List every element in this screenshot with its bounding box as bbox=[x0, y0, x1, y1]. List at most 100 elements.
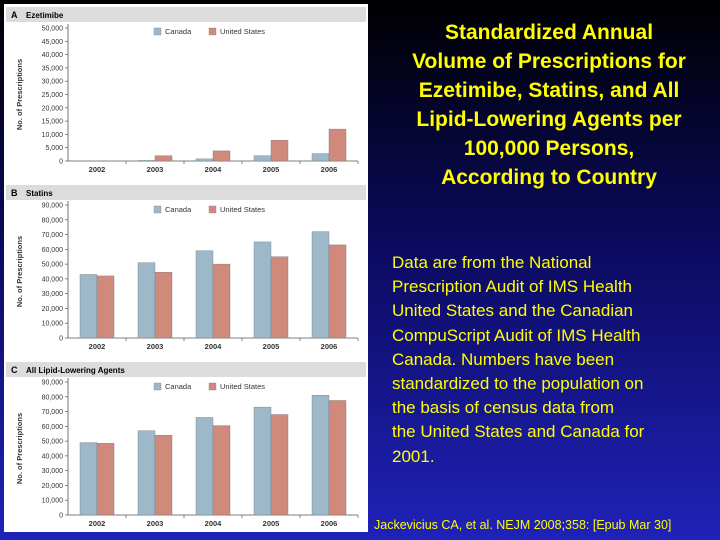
y-tick-label: 10,000 bbox=[42, 132, 64, 139]
y-tick-label: 60,000 bbox=[42, 247, 64, 254]
panel-header bbox=[6, 185, 366, 200]
x-tick-label: 2004 bbox=[205, 519, 223, 528]
legend-swatch-united-states bbox=[208, 382, 217, 391]
x-tick-label: 2002 bbox=[89, 342, 106, 351]
x-tick-label: 2006 bbox=[321, 165, 338, 174]
bar-united-states-2003 bbox=[154, 435, 173, 516]
panel-letter: C bbox=[11, 365, 18, 375]
y-axis-label: No. of Prescriptions bbox=[15, 413, 24, 484]
x-tick-label: 2005 bbox=[263, 519, 280, 528]
y-tick-label: 25,000 bbox=[42, 92, 64, 99]
slide-body-text: Data are from the National Prescription … bbox=[392, 253, 645, 466]
chart-panel-b: B Statins 0 10,000 20,000 30,000 40,000 50,000 6… bbox=[6, 185, 366, 351]
bar-canada-2003 bbox=[137, 430, 156, 516]
x-tick-label: 2005 bbox=[263, 342, 280, 351]
y-tick-label: 40,000 bbox=[42, 453, 64, 460]
y-tick-label: 40,000 bbox=[42, 276, 64, 283]
legend-label: Canada bbox=[165, 382, 192, 391]
legend-label: United States bbox=[220, 27, 265, 36]
y-tick-label: 40,000 bbox=[42, 52, 64, 59]
y-tick-label: 45,000 bbox=[42, 39, 64, 46]
y-tick-label: 20,000 bbox=[42, 105, 64, 112]
legend-swatch-canada bbox=[153, 27, 162, 36]
bar-united-states-2004 bbox=[212, 425, 231, 516]
legend-swatch-united-states bbox=[208, 27, 217, 36]
legend-label: United States bbox=[220, 382, 265, 391]
bar-united-states-2006 bbox=[328, 128, 347, 162]
panel-header bbox=[6, 362, 366, 377]
bar-canada-2003 bbox=[137, 262, 156, 339]
y-tick-label: 30,000 bbox=[42, 468, 64, 475]
legend-label: Canada bbox=[165, 27, 192, 36]
bar-united-states-2003 bbox=[154, 272, 173, 339]
y-tick-label: 20,000 bbox=[42, 483, 64, 490]
panel-header bbox=[6, 7, 366, 22]
y-tick-label: 30,000 bbox=[42, 291, 64, 298]
y-tick-label: 20,000 bbox=[42, 306, 64, 313]
y-tick-label: 70,000 bbox=[42, 232, 64, 239]
y-tick-label: 90,000 bbox=[42, 203, 64, 210]
y-tick-label: 50,000 bbox=[42, 26, 64, 33]
y-tick-label: 5,000 bbox=[45, 145, 63, 152]
x-tick-label: 2002 bbox=[89, 165, 106, 174]
bar-united-states-2004 bbox=[212, 150, 231, 162]
bar-canada-2004 bbox=[195, 158, 214, 162]
panel-letter: A bbox=[11, 10, 18, 20]
x-tick-label: 2003 bbox=[147, 165, 164, 174]
y-tick-label: 10,000 bbox=[42, 498, 64, 505]
bar-united-states-2005 bbox=[270, 140, 289, 162]
y-tick-label: 80,000 bbox=[42, 217, 64, 224]
panel-title: Ezetimibe bbox=[26, 11, 64, 20]
x-tick-label: 2003 bbox=[147, 519, 164, 528]
bar-united-states-2002 bbox=[96, 443, 115, 516]
y-tick-label: 50,000 bbox=[42, 439, 64, 446]
x-tick-label: 2003 bbox=[147, 342, 164, 351]
y-axis-label: No. of Prescriptions bbox=[15, 59, 24, 130]
legend-label: United States bbox=[220, 205, 265, 214]
bar-united-states-2006 bbox=[328, 400, 347, 516]
bar-canada-2006 bbox=[311, 231, 330, 339]
y-tick-label: 50,000 bbox=[42, 262, 64, 269]
bar-canada-2003 bbox=[137, 160, 156, 162]
chart-panel-c: C All Lipid-Lowering Agents 0 10,000 20,000 3… bbox=[6, 362, 366, 528]
bar-united-states-2005 bbox=[270, 256, 289, 339]
bar-canada-2005 bbox=[253, 241, 272, 339]
bar-canada-2004 bbox=[195, 250, 214, 339]
y-axis-label: No. of Prescriptions bbox=[15, 236, 24, 307]
x-tick-label: 2004 bbox=[205, 165, 223, 174]
y-tick-label: 70,000 bbox=[42, 409, 64, 416]
y-tick-label: 30,000 bbox=[42, 79, 64, 86]
y-tick-label: 80,000 bbox=[42, 394, 64, 401]
bar-canada-2005 bbox=[253, 406, 272, 516]
bar-united-states-2002 bbox=[96, 275, 115, 339]
bar-canada-2002 bbox=[79, 442, 98, 516]
x-tick-label: 2005 bbox=[263, 165, 280, 174]
y-tick-label: 15,000 bbox=[42, 119, 64, 126]
legend-swatch-united-states bbox=[208, 205, 217, 214]
x-tick-label: 2006 bbox=[321, 519, 338, 528]
y-tick-label: 0 bbox=[59, 159, 63, 166]
panel-title: All Lipid-Lowering Agents bbox=[26, 366, 125, 375]
legend-swatch-canada bbox=[153, 382, 162, 391]
charts-figure: A Ezetimibe 0 5,000 10,000 15,000 20,000 25,000… bbox=[6, 7, 366, 528]
bar-canada-2004 bbox=[195, 417, 214, 516]
x-tick-label: 2006 bbox=[321, 342, 338, 351]
figure-panel: A Ezetimibe 0 5,000 10,000 15,000 20,000 25,000… bbox=[4, 4, 368, 532]
bar-united-states-2003 bbox=[154, 155, 173, 162]
y-tick-label: 0 bbox=[59, 336, 63, 343]
bar-canada-2002 bbox=[79, 274, 98, 339]
y-tick-label: 60,000 bbox=[42, 424, 64, 431]
citation: Jackevicius CA, et al. NEJM 2008;358: [E… bbox=[374, 518, 672, 532]
bar-canada-2006 bbox=[311, 153, 330, 162]
y-tick-label: 90,000 bbox=[42, 380, 64, 387]
bar-united-states-2005 bbox=[270, 414, 289, 516]
bar-canada-2006 bbox=[311, 395, 330, 516]
bar-united-states-2006 bbox=[328, 244, 347, 339]
x-tick-label: 2004 bbox=[205, 342, 223, 351]
slide-title: Standardized Annual Volume of Prescripti… bbox=[412, 21, 686, 189]
y-tick-label: 10,000 bbox=[42, 321, 64, 328]
panel-letter: B bbox=[11, 188, 18, 198]
bar-canada-2005 bbox=[253, 155, 272, 162]
legend-label: Canada bbox=[165, 205, 192, 214]
panel-title: Statins bbox=[26, 189, 53, 198]
